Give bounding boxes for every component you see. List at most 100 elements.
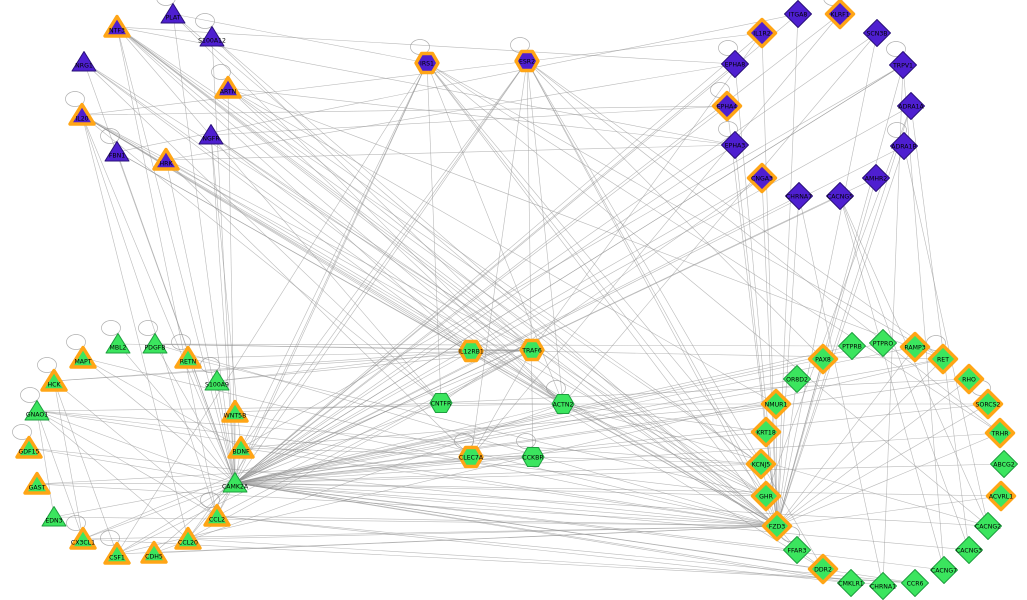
- node-HRK[interactable]: HRK: [152, 147, 180, 171]
- triangle-node-shape: [68, 102, 96, 126]
- node-RAMP3[interactable]: RAMP3: [899, 331, 931, 363]
- node-OR8D2[interactable]: OR8D2: [783, 365, 811, 393]
- edge: [234, 177, 763, 484]
- node-label: SORCS2: [976, 401, 1001, 408]
- node-label: ITGA8: [789, 11, 808, 18]
- node-label: PTPRB: [842, 343, 862, 350]
- edge: [761, 32, 778, 527]
- node-label: CHRNA7: [786, 193, 812, 200]
- triangle-node-shape: [204, 370, 230, 391]
- node-MAPT[interactable]: MAPT: [69, 345, 97, 369]
- node-DDR2[interactable]: DDR2: [807, 553, 839, 585]
- node-GNAO1[interactable]: GNAO1: [24, 400, 50, 421]
- node-IL20[interactable]: IL20: [68, 102, 96, 126]
- edge: [210, 134, 564, 405]
- node-GHR[interactable]: GHR: [750, 480, 782, 512]
- node-CSF1[interactable]: CSF1: [103, 541, 131, 565]
- node-label: ACVRL1: [989, 493, 1013, 500]
- node-RHO[interactable]: RHO: [953, 363, 985, 395]
- node-IRS1[interactable]: IRS1: [414, 51, 440, 75]
- node-CCL20[interactable]: CCL20: [174, 526, 202, 550]
- node-BDNF[interactable]: BDNF: [227, 435, 255, 459]
- node-CCL2[interactable]: CCL2: [203, 503, 231, 527]
- node-GDF15[interactable]: GDF15: [15, 435, 43, 459]
- node-FZD3[interactable]: FZD3: [761, 510, 793, 542]
- node-TRPV1[interactable]: TRPV1: [889, 51, 917, 79]
- node-CNTFR[interactable]: CNTFR: [429, 393, 453, 413]
- node-CHRNA1[interactable]: CHRNA1: [869, 572, 897, 600]
- node-label: OR8D2: [786, 376, 808, 383]
- node-CAMK2A[interactable]: CAMK2A: [222, 472, 249, 493]
- node-ABCG2[interactable]: ABCG2: [990, 450, 1018, 478]
- node-CCKBR[interactable]: CCKBR: [521, 447, 545, 467]
- node-ESR2[interactable]: ESR2: [514, 49, 540, 73]
- node-TRAF6[interactable]: TRAF6: [519, 338, 545, 362]
- node-CACNG3[interactable]: CACNG3: [955, 536, 983, 564]
- node-SORCS2[interactable]: SORCS2: [972, 388, 1004, 420]
- node-CX3CL1[interactable]: CX3CL1: [69, 526, 97, 550]
- node-CACNG7[interactable]: CACNG7: [930, 556, 958, 584]
- node-ACTN2[interactable]: ACTN2: [551, 394, 575, 414]
- node-AMHR2[interactable]: AMHR2: [862, 164, 890, 192]
- node-WNT5B[interactable]: WNT5B: [221, 399, 249, 423]
- node-label: CCL2: [209, 517, 225, 524]
- node-label: RET: [937, 356, 949, 363]
- node-PTPRB[interactable]: PTPRB: [838, 332, 866, 360]
- node-PTPRO[interactable]: PTPRO: [869, 329, 897, 357]
- node-label: TRPV1: [892, 62, 913, 69]
- node-S100A9[interactable]: S100A9: [204, 370, 230, 391]
- node-EPHA3[interactable]: EPHA3: [721, 131, 749, 159]
- node-NGFR[interactable]: NGFR: [198, 124, 224, 145]
- node-CCR6[interactable]: CCR6: [901, 569, 929, 597]
- node-HCK[interactable]: HCK: [40, 368, 68, 392]
- node-CHRNA7[interactable]: CHRNA7: [785, 182, 813, 210]
- node-NMUR1[interactable]: NMUR1: [760, 388, 792, 420]
- node-RETN[interactable]: RETN: [174, 345, 202, 369]
- node-RET[interactable]: RET: [927, 343, 959, 375]
- node-CACNG2[interactable]: CACNG2: [974, 512, 1002, 540]
- node-EPHA4[interactable]: EPHA4: [711, 90, 743, 122]
- node-ADRA1B[interactable]: ADRA1B: [890, 132, 918, 160]
- node-ACVRL1[interactable]: ACVRL1: [985, 480, 1017, 512]
- node-CLEC7A[interactable]: CLEC7A: [458, 445, 484, 469]
- node-NRG1[interactable]: NRG1: [71, 51, 97, 72]
- diamond-node-shape: [990, 450, 1018, 478]
- node-PDGFB[interactable]: PDGFB: [142, 333, 168, 354]
- node-CDH5[interactable]: CDH5: [140, 540, 168, 564]
- node-IL1R2[interactable]: IL1R2: [746, 17, 778, 49]
- edge: [234, 432, 1001, 484]
- triangle-node-shape: [142, 333, 168, 354]
- node-PLAT[interactable]: PLAT: [160, 3, 186, 24]
- node-EDN3[interactable]: EDN3: [41, 506, 67, 527]
- node-FBN1[interactable]: FBN1: [104, 141, 130, 162]
- node-label: NMUR1: [765, 401, 788, 408]
- triangle-node-shape: [227, 435, 255, 459]
- node-SCN3B[interactable]: SCN3B: [863, 19, 891, 47]
- node-NTF3[interactable]: NTF3: [103, 14, 131, 38]
- node-EPHA8[interactable]: EPHA8: [721, 50, 749, 78]
- node-PAX8[interactable]: PAX8: [807, 343, 839, 375]
- node-label: GNAO1: [26, 412, 48, 419]
- node-FFAR3[interactable]: FFAR3: [783, 536, 811, 564]
- node-S100A12[interactable]: S100A12: [198, 26, 226, 47]
- node-ITGA8[interactable]: ITGA8: [784, 0, 812, 28]
- node-CACNG5[interactable]: CACNG5: [826, 182, 854, 210]
- triangle-node-shape: [152, 147, 180, 171]
- node-ADRA1A[interactable]: ADRA1A: [897, 92, 925, 120]
- node-MBL2[interactable]: MBL2: [105, 333, 131, 354]
- node-ARTN[interactable]: ARTN: [214, 75, 242, 99]
- edge: [234, 482, 852, 584]
- node-GAST[interactable]: GAST: [23, 471, 51, 495]
- node-IL12RB1[interactable]: IL12RB1: [458, 339, 484, 363]
- edge: [116, 26, 778, 527]
- node-KLRF1[interactable]: KLRF1: [824, 0, 856, 30]
- node-TRHR[interactable]: TRHR: [984, 417, 1016, 449]
- edge: [562, 403, 767, 433]
- triangle-node-shape: [160, 3, 186, 24]
- node-CNGA3[interactable]: CNGA3: [746, 162, 778, 194]
- node-KRT18[interactable]: KRT18: [750, 416, 782, 448]
- node-KCNJ5[interactable]: KCNJ5: [745, 448, 777, 480]
- node-CMKLR1[interactable]: CMKLR1: [837, 569, 865, 597]
